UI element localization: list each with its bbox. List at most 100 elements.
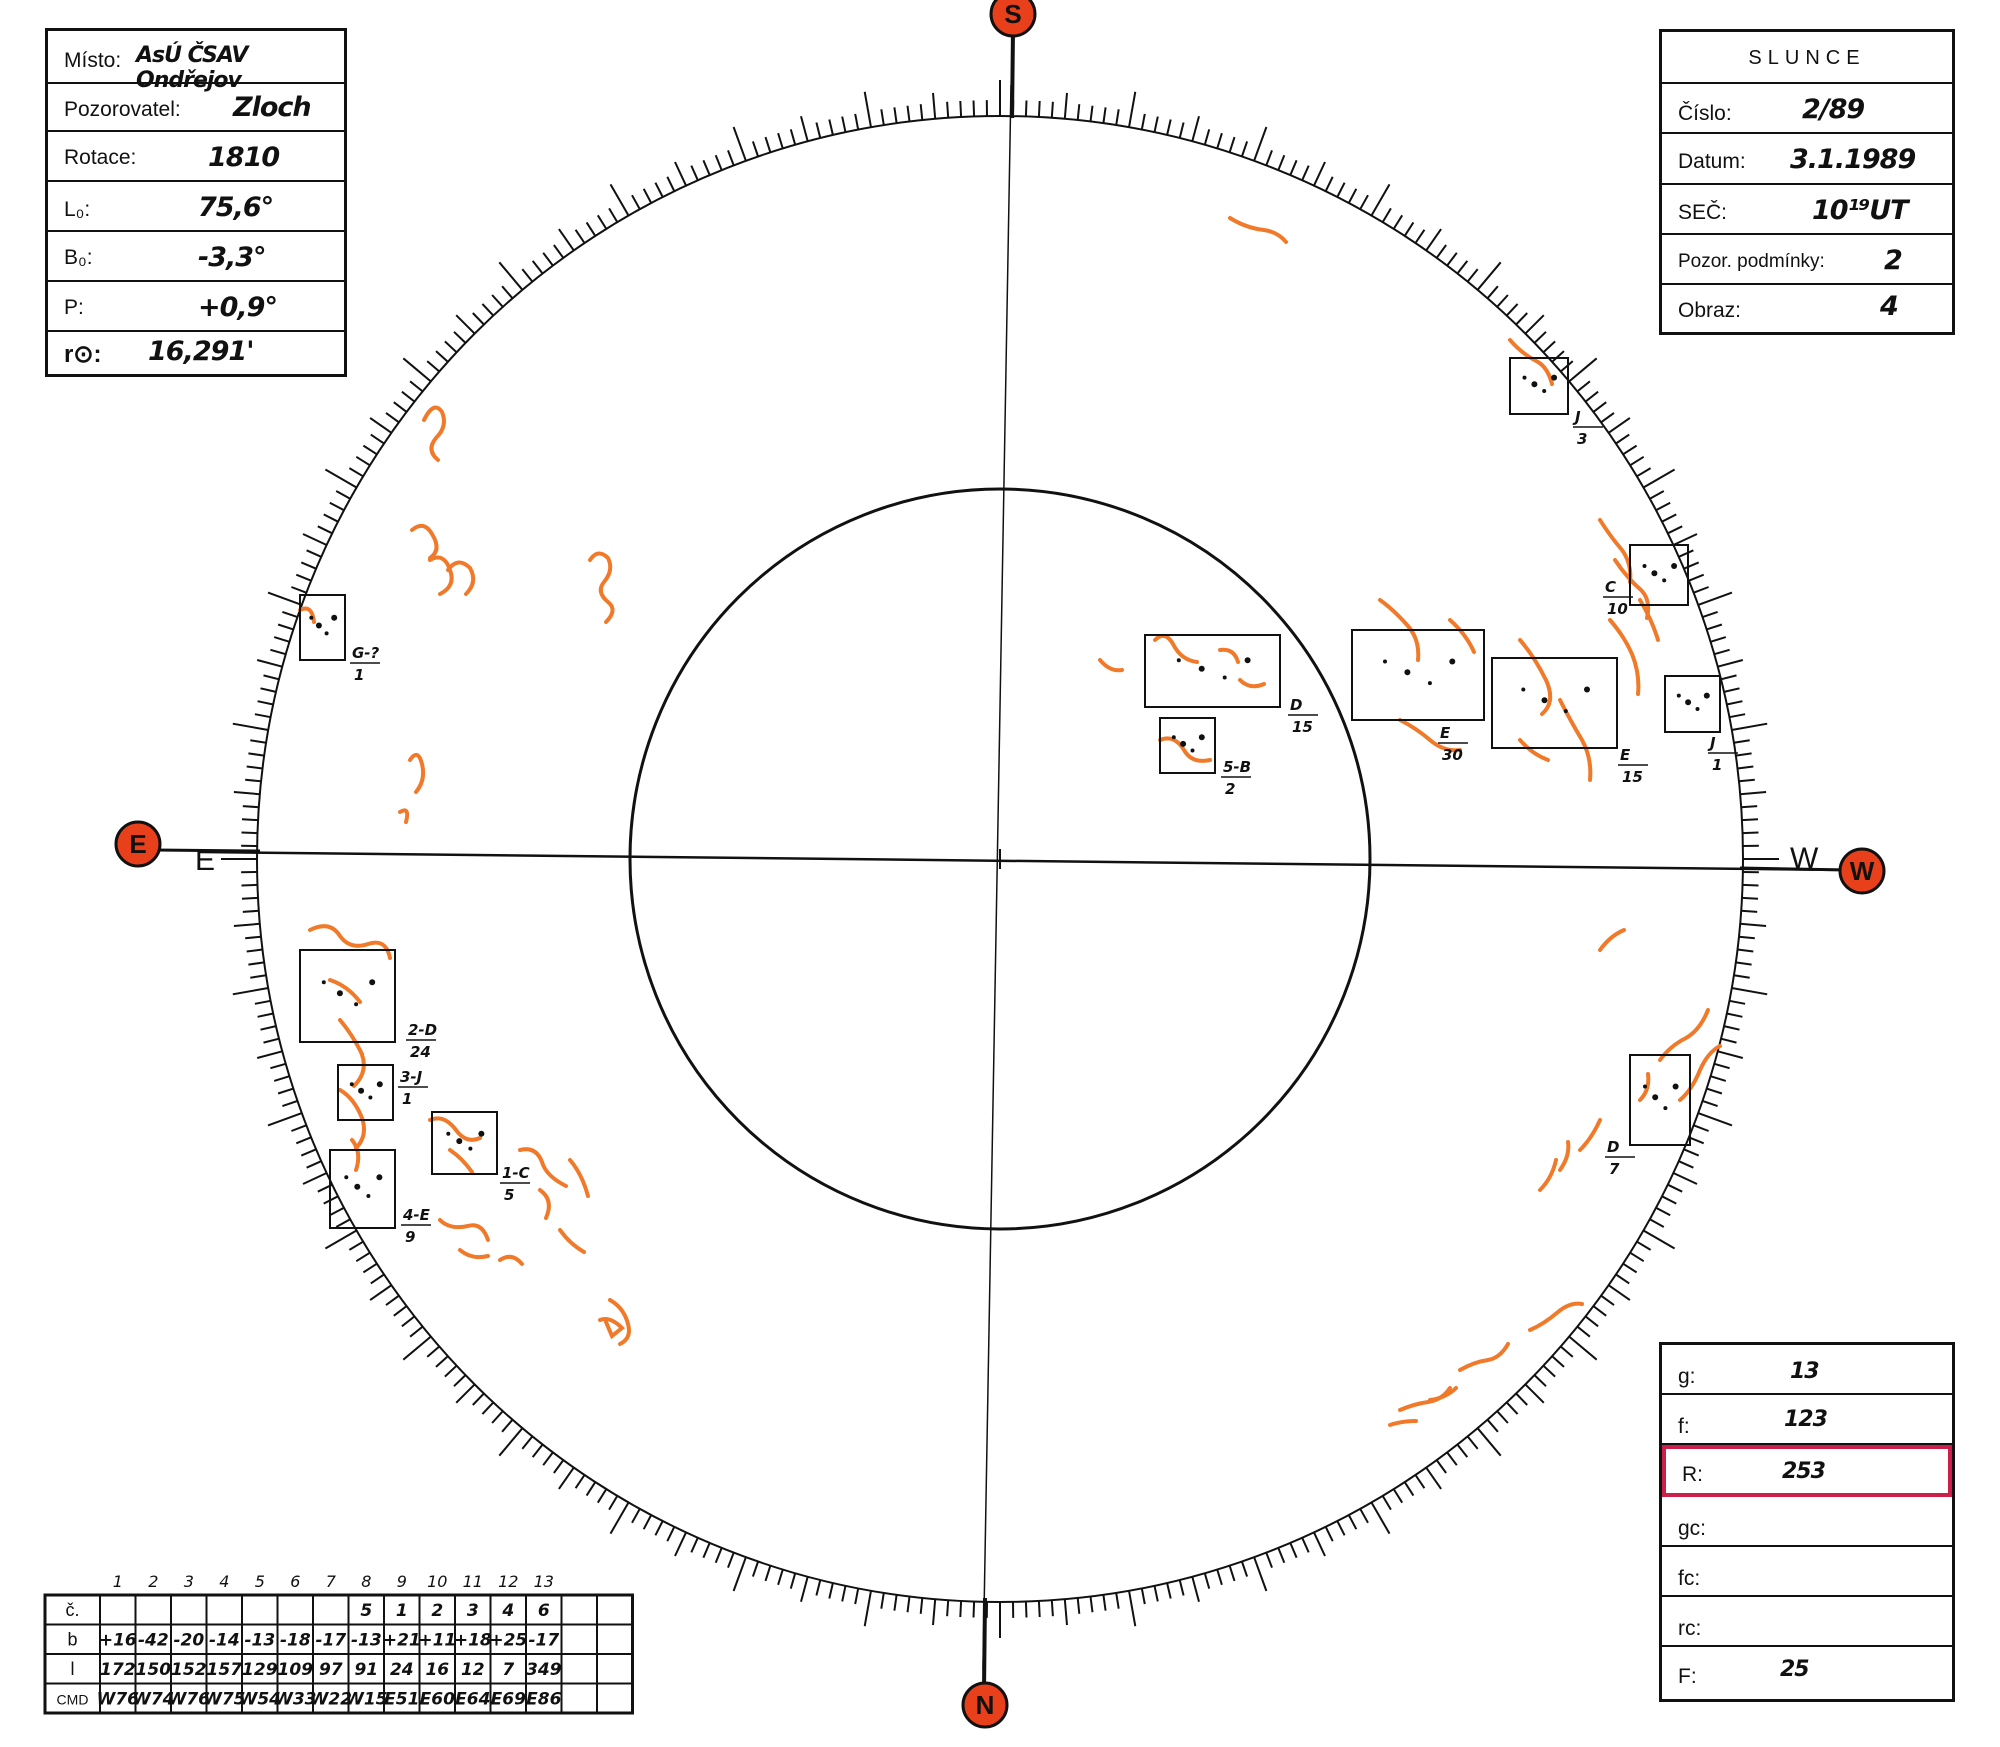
- degree-tick: [789, 1572, 797, 1589]
- table-column-number: 6: [290, 1572, 300, 1591]
- degree-tick: [608, 1495, 619, 1511]
- degree-tick: [1683, 1148, 1700, 1157]
- group-count-label: 15: [1622, 768, 1643, 786]
- degree-tick: [1542, 1364, 1556, 1378]
- degree-tick: [631, 1508, 641, 1524]
- degree-tick: [250, 739, 267, 744]
- table-cell: 5: [360, 1601, 372, 1621]
- degree-tick: [1742, 831, 1759, 835]
- degree-tick: [1403, 221, 1415, 237]
- g-label: g:: [1678, 1365, 1696, 1388]
- degree-tick: [531, 260, 544, 275]
- table-cell: -13: [351, 1631, 382, 1651]
- degree-tick: [1735, 961, 1752, 966]
- sunspot-group: E 15: [1491, 657, 1648, 786]
- degree-tick: [1629, 1251, 1645, 1263]
- degree-tick: [666, 176, 676, 192]
- degree-tick: [1178, 1579, 1185, 1596]
- degree-tick: [880, 1592, 885, 1609]
- table-cell: 109: [278, 1660, 314, 1680]
- degree-tick: [906, 105, 911, 122]
- degree-tick-ring: [221, 80, 1779, 1638]
- spot-dot: [1190, 748, 1195, 753]
- degree-tick: [1392, 1488, 1404, 1504]
- table-cell: +18: [454, 1631, 492, 1651]
- facula-stroke: [1518, 738, 1550, 762]
- degree-tick: [362, 1262, 378, 1274]
- degree-tick: [764, 136, 772, 153]
- degree-tick: [932, 92, 937, 119]
- degree-tick: [1456, 1443, 1469, 1458]
- l0-value: 75,6°: [198, 192, 274, 223]
- degree-tick: [1524, 1383, 1545, 1404]
- degree-tick: [324, 468, 358, 489]
- table-cell: 1: [396, 1601, 408, 1621]
- degree-tick: [1476, 261, 1502, 291]
- group-count-label: 1: [402, 1090, 412, 1108]
- group-count-label: 7: [1609, 1160, 1620, 1178]
- degree-tick: [1608, 417, 1631, 434]
- b0-value: -3,3°: [198, 242, 267, 273]
- degree-tick: [585, 221, 597, 237]
- degree-tick: [270, 1062, 287, 1070]
- degree-tick: [1265, 1552, 1273, 1568]
- degree-tick: [1740, 791, 1767, 796]
- gc-label: gc:: [1678, 1517, 1707, 1540]
- degree-tick: [1403, 1481, 1415, 1497]
- degree-tick: [631, 194, 641, 210]
- degree-tick: [355, 455, 371, 467]
- degree-tick: [880, 109, 885, 126]
- degree-tick: [295, 573, 312, 582]
- group-type-label: E: [1440, 724, 1451, 742]
- degree-tick: [317, 525, 333, 535]
- table-cell: 2: [431, 1601, 443, 1621]
- degree-tick: [1289, 159, 1298, 176]
- group-count-label: 9: [405, 1228, 415, 1246]
- degree-tick: [1655, 501, 1671, 512]
- table-cell: 91: [354, 1660, 378, 1680]
- degree-tick: [1636, 467, 1652, 478]
- compass-w-label: W: [1850, 856, 1875, 886]
- table-cell: E69: [491, 1690, 526, 1710]
- degree-tick: [642, 1514, 653, 1530]
- degree-tick: [295, 1136, 312, 1145]
- degree-tick: [1667, 1183, 1683, 1193]
- degree-tick: [1667, 525, 1683, 535]
- degree-tick: [1737, 948, 1754, 953]
- table-cell: -18: [280, 1631, 311, 1651]
- group-type-label: C: [1605, 578, 1616, 596]
- facula-stroke: [1153, 633, 1199, 664]
- degree-tick: [245, 935, 262, 940]
- spot-dot: [1642, 564, 1647, 568]
- group-data-table: 1 2 3 4 5 6 7 8 9 10 11 12 13č. 5 1 2 3 4 6b +16 -42 -20 -14 -1…: [43, 1572, 634, 1715]
- table-column-number: 7: [326, 1572, 337, 1591]
- degree-tick: [1693, 586, 1709, 594]
- degree-tick: [1496, 294, 1509, 308]
- degree-tick: [1446, 1451, 1458, 1466]
- group-type-label: G-?: [352, 644, 380, 662]
- degree-tick: [1533, 331, 1547, 344]
- degree-tick: [348, 1240, 364, 1251]
- degree-tick: [481, 303, 495, 317]
- degree-tick: [751, 1561, 760, 1577]
- degree-tick: [1592, 401, 1607, 413]
- compass-n-label: N: [976, 1690, 995, 1720]
- degree-tick: [574, 1474, 586, 1489]
- degree-tick: [1661, 1195, 1677, 1205]
- degree-tick: [1370, 183, 1391, 217]
- p-value: +0,9°: [198, 292, 278, 323]
- degree-tick: [444, 1364, 458, 1378]
- degree-tick: [270, 648, 287, 656]
- degree-tick: [1576, 380, 1591, 393]
- compass-marker-n: N: [961, 1681, 1009, 1729]
- degree-tick: [1551, 350, 1565, 363]
- degree-tick: [863, 91, 872, 128]
- degree-tick: [1629, 455, 1645, 467]
- degree-tick: [1615, 1273, 1630, 1285]
- degree-tick: [1277, 1547, 1286, 1564]
- degree-tick: [666, 1526, 676, 1542]
- table-cell: 172: [100, 1660, 136, 1680]
- degree-tick: [501, 1419, 514, 1433]
- group-type-label: 4-E: [402, 1206, 431, 1224]
- horizontal-axis-line: [199, 850, 1846, 872]
